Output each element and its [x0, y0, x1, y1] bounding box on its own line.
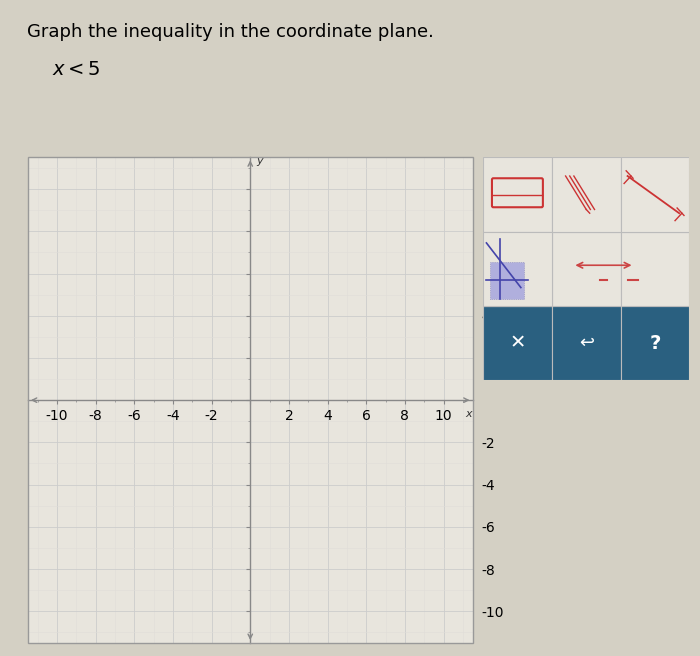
Text: y: y — [257, 155, 263, 166]
Bar — [552, 306, 621, 380]
Text: ?: ? — [650, 334, 661, 353]
Bar — [621, 232, 690, 306]
Bar — [490, 262, 524, 298]
Text: $x < 5$: $x < 5$ — [52, 60, 102, 79]
Text: ✕: ✕ — [509, 334, 526, 353]
Bar — [552, 232, 621, 306]
Text: Graph the inequality in the coordinate plane.: Graph the inequality in the coordinate p… — [27, 23, 433, 41]
Bar — [483, 306, 552, 380]
Bar — [483, 232, 552, 306]
Bar — [621, 157, 690, 232]
Bar — [28, 157, 472, 643]
Text: x: x — [466, 409, 472, 419]
Bar — [483, 157, 552, 232]
Bar — [621, 306, 690, 380]
Text: ↩: ↩ — [579, 335, 594, 352]
Bar — [552, 157, 621, 232]
Bar — [483, 232, 552, 306]
